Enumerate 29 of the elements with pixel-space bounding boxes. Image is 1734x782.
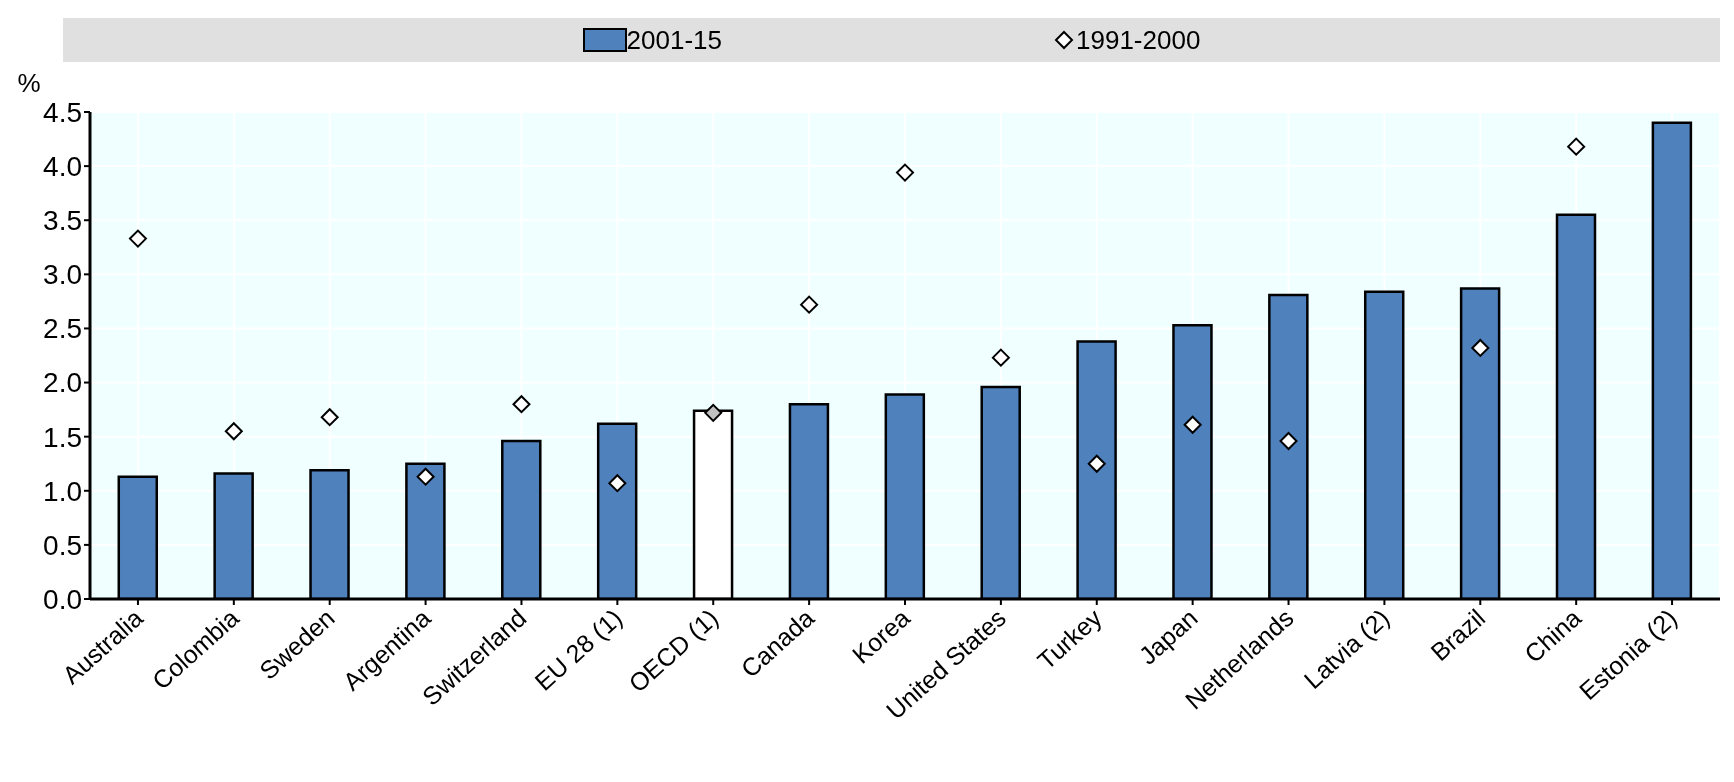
point — [320, 408, 339, 427]
point — [1471, 338, 1490, 357]
x-tick-label: EU 28 (1) — [529, 603, 628, 696]
y-tick-label: 3.0 — [43, 259, 82, 291]
point — [128, 229, 147, 248]
point — [608, 474, 627, 493]
point — [512, 395, 531, 414]
legend-label: 1991-2000 — [1076, 24, 1201, 56]
y-tick-label: 0.5 — [43, 529, 82, 561]
y-tick-label: 4.5 — [43, 96, 82, 128]
y-tick-label: 1.5 — [43, 421, 82, 453]
y-axis-title: % — [17, 68, 41, 98]
point — [991, 348, 1010, 367]
legend-label: 2001-15 — [626, 24, 723, 56]
point — [800, 295, 819, 314]
point — [224, 422, 243, 441]
y-tick-label: 2.0 — [43, 367, 82, 399]
y-tick-label: 3.5 — [43, 205, 82, 237]
point — [1567, 137, 1586, 156]
y-tick-label: 4.0 — [43, 151, 82, 183]
point — [1087, 454, 1106, 473]
point — [1279, 432, 1298, 450]
point — [1183, 415, 1202, 434]
y-tick-label: 2.5 — [43, 313, 82, 345]
point — [704, 403, 723, 422]
y-tick-label: 0.0 — [43, 583, 82, 615]
point — [416, 467, 435, 486]
y-tick-label: 1.0 — [43, 475, 82, 507]
point — [896, 163, 914, 182]
